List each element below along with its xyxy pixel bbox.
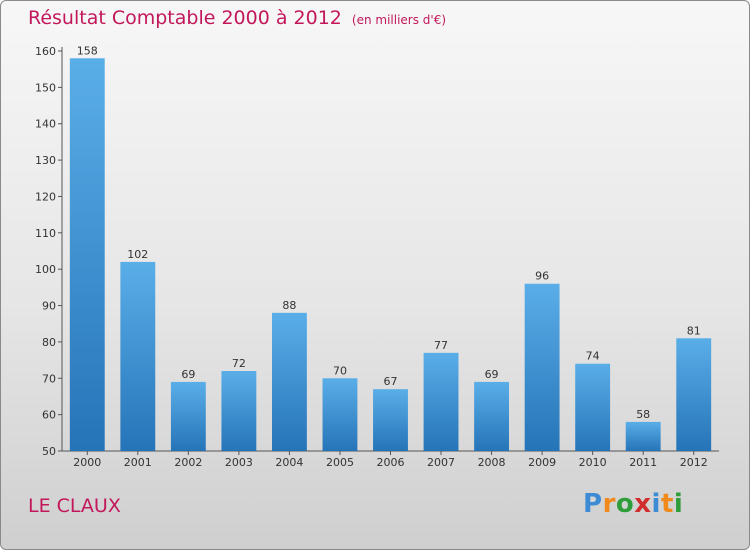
bar — [170, 381, 206, 451]
logo-letter: x — [634, 489, 652, 519]
x-tick-label: 2011 — [629, 456, 657, 469]
data-label: 77 — [434, 339, 448, 352]
x-tick-label: 2002 — [174, 456, 202, 469]
x-tick-label: 2006 — [377, 456, 405, 469]
bar — [120, 261, 156, 451]
bar — [625, 421, 661, 451]
y-tick-label: 130 — [35, 154, 56, 167]
logo-letter: i — [673, 489, 684, 519]
x-tick-label: 2012 — [680, 456, 708, 469]
bar — [524, 283, 560, 451]
title-unit: (en milliers d'€) — [351, 13, 447, 27]
x-tick-label: 2010 — [579, 456, 607, 469]
logo-letter: i — [651, 489, 661, 519]
proxiti-logo: Proxiti — [583, 489, 683, 519]
bar — [373, 389, 408, 451]
y-tick-label: 80 — [42, 336, 56, 349]
data-label: 72 — [232, 357, 246, 370]
y-tick-label: 100 — [35, 263, 56, 276]
y-tick-label: 50 — [42, 445, 56, 458]
bar — [221, 371, 257, 451]
data-label: 67 — [384, 375, 398, 388]
x-tick-label: 2009 — [528, 456, 556, 469]
chart-title: Résultat Comptable 2000 à 2012 (en millie… — [28, 7, 446, 29]
logo-letter: o — [615, 489, 635, 519]
bar — [676, 338, 712, 451]
bar — [69, 58, 105, 451]
y-tick-label: 150 — [35, 81, 56, 94]
x-tick-label: 2000 — [73, 456, 101, 469]
data-label: 58 — [636, 408, 650, 421]
x-tick-label: 2004 — [275, 456, 303, 469]
data-label: 88 — [282, 299, 296, 312]
commune-name: LE CLAUX — [28, 495, 121, 517]
bar — [575, 363, 611, 451]
logo-letter: r — [602, 489, 616, 519]
title-text: Résultat Comptable 2000 à 2012 — [28, 7, 342, 29]
x-tick-label: 2007 — [427, 456, 455, 469]
data-label: 74 — [586, 350, 600, 363]
bar — [423, 352, 459, 451]
logo-letter: t — [660, 489, 674, 519]
bar — [474, 381, 510, 451]
bar — [271, 312, 307, 451]
data-label: 102 — [127, 248, 148, 261]
y-tick-label: 70 — [42, 372, 56, 385]
x-tick-label: 2005 — [326, 456, 354, 469]
data-label: 69 — [181, 368, 195, 381]
data-label: 70 — [333, 364, 347, 377]
logo-letter: P — [583, 489, 603, 519]
data-label: 81 — [687, 324, 701, 337]
y-tick-label: 110 — [35, 227, 56, 240]
y-tick-label: 120 — [35, 190, 56, 203]
y-tick-label: 160 — [35, 45, 56, 58]
x-tick-label: 2008 — [478, 456, 506, 469]
data-label: 96 — [535, 270, 549, 283]
data-label: 69 — [485, 368, 499, 381]
x-tick-label: 2001 — [124, 456, 152, 469]
y-tick-label: 140 — [35, 118, 56, 131]
bar — [322, 378, 358, 451]
x-tick-label: 2003 — [225, 456, 253, 469]
y-tick-label: 90 — [42, 300, 56, 313]
y-tick-label: 60 — [42, 409, 56, 422]
data-label: 158 — [77, 44, 98, 57]
